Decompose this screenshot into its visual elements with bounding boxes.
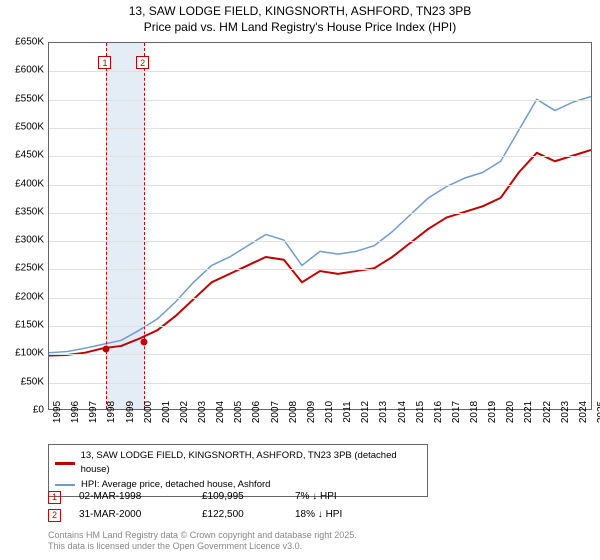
gridline (49, 269, 591, 270)
x-axis-label: 2000 (143, 401, 154, 423)
x-axis-label: 2010 (324, 401, 335, 423)
gridline (49, 100, 591, 101)
x-axis-label: 2021 (523, 401, 534, 423)
legend-swatch (55, 462, 75, 465)
event-marker-icon: 2 (48, 509, 61, 522)
x-axis-label: 1997 (88, 401, 99, 423)
legend-row: 13, SAW LODGE FIELD, KINGSNORTH, ASHFORD… (55, 449, 421, 478)
series-line (49, 96, 591, 352)
x-axis-label: 1998 (106, 401, 117, 423)
x-axis-label: 2014 (397, 401, 408, 423)
x-axis-label: 2023 (560, 401, 571, 423)
event-price: £109,995 (202, 488, 277, 506)
attribution-line: Contains HM Land Registry data © Crown c… (48, 530, 357, 541)
y-axis-label: £200K (2, 291, 44, 302)
gridline (49, 156, 591, 157)
y-axis-label: £600K (2, 65, 44, 76)
y-axis-label: £300K (2, 235, 44, 246)
x-axis-label: 2009 (306, 401, 317, 423)
y-axis-label: £350K (2, 206, 44, 217)
event-date: 02-MAR-1998 (79, 488, 184, 506)
gridline (49, 185, 591, 186)
attribution-line: This data is licensed under the Open Gov… (48, 541, 357, 552)
x-axis-label: 2004 (215, 401, 226, 423)
gridline (49, 213, 591, 214)
x-axis-label: 2013 (378, 401, 389, 423)
x-axis-label: 2003 (197, 401, 208, 423)
event-flag: 2 (136, 56, 149, 69)
event-row: 1 02-MAR-1998 £109,995 7% ↓ HPI (48, 488, 390, 506)
x-axis-label: 2011 (342, 401, 353, 423)
event-row: 2 31-MAR-2000 £122,500 18% ↓ HPI (48, 506, 390, 524)
x-axis-label: 2022 (542, 401, 553, 423)
attribution: Contains HM Land Registry data © Crown c… (48, 530, 357, 553)
x-axis-label: 2008 (288, 401, 299, 423)
x-axis-label: 2018 (469, 401, 480, 423)
legend-swatch (55, 484, 75, 486)
y-axis-label: £50K (2, 376, 44, 387)
y-axis-label: £400K (2, 178, 44, 189)
x-axis-label: 2015 (415, 401, 426, 423)
event-vline (106, 43, 107, 409)
transaction-dot (103, 345, 110, 352)
event-pct: 18% ↓ HPI (295, 506, 390, 524)
gridline (49, 128, 591, 129)
series-line (49, 150, 591, 356)
y-axis-label: £450K (2, 150, 44, 161)
y-axis-label: £150K (2, 320, 44, 331)
y-axis-label: £550K (2, 93, 44, 104)
x-axis-label: 2001 (161, 401, 172, 423)
gridline (49, 71, 591, 72)
y-axis-label: £500K (2, 121, 44, 132)
title-line-2: Price paid vs. HM Land Registry's House … (0, 20, 600, 36)
event-price: £122,500 (202, 506, 277, 524)
x-axis-label: 1996 (70, 401, 81, 423)
x-axis-label: 2020 (505, 401, 516, 423)
gridline (49, 298, 591, 299)
event-pct: 7% ↓ HPI (295, 488, 390, 506)
gridline (49, 354, 591, 355)
chart-title: 13, SAW LODGE FIELD, KINGSNORTH, ASHFORD… (0, 4, 600, 35)
x-axis-label: 1999 (125, 401, 136, 423)
x-axis-label: 2016 (433, 401, 444, 423)
x-axis-label: 2002 (179, 401, 190, 423)
transaction-dot (141, 338, 148, 345)
y-axis-label: £650K (2, 37, 44, 48)
event-flag: 1 (98, 56, 111, 69)
x-axis-label: 2024 (578, 401, 589, 423)
y-axis-label: £100K (2, 348, 44, 359)
legend-label: 13, SAW LODGE FIELD, KINGSNORTH, ASHFORD… (81, 449, 421, 478)
x-axis-label: 2005 (233, 401, 244, 423)
x-axis-label: 2007 (270, 401, 281, 423)
plot-area (48, 42, 592, 410)
x-axis-label: 2019 (487, 401, 498, 423)
event-vline (144, 43, 145, 409)
title-line-1: 13, SAW LODGE FIELD, KINGSNORTH, ASHFORD… (0, 4, 600, 20)
gridline (49, 326, 591, 327)
x-axis-label: 2012 (360, 401, 371, 423)
gridline (49, 383, 591, 384)
event-marker-icon: 1 (48, 491, 61, 504)
x-axis-label: 1995 (52, 401, 63, 423)
x-axis-label: 2017 (451, 401, 462, 423)
x-axis-label: 2025 (596, 401, 600, 423)
event-date: 31-MAR-2000 (79, 506, 184, 524)
y-axis-label: £250K (2, 263, 44, 274)
event-table: 1 02-MAR-1998 £109,995 7% ↓ HPI 2 31-MAR… (48, 488, 390, 524)
y-axis-label: £0 (2, 405, 44, 416)
gridline (49, 241, 591, 242)
x-axis-label: 2006 (251, 401, 262, 423)
